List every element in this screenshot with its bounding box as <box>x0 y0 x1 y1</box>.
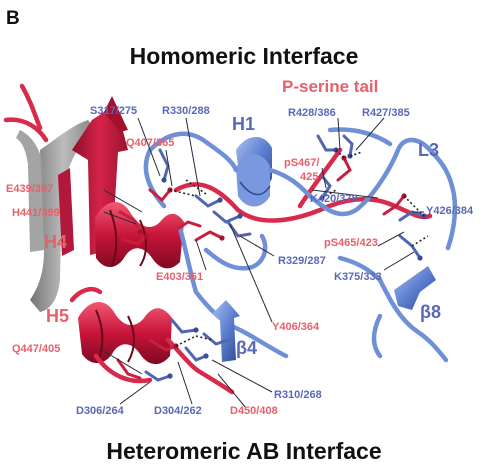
label-h4: H4 <box>44 232 67 252</box>
ribbon-structure <box>3 83 458 395</box>
label-k375-333: K375/333 <box>334 271 382 283</box>
label-beta4: β4 <box>236 338 257 358</box>
label-r427-385: R427/385 <box>362 107 410 119</box>
label-beta8: β8 <box>420 302 441 322</box>
label-q447-405: Q447/405 <box>12 343 60 355</box>
label-d306-264: D306/264 <box>76 405 125 417</box>
label-l3: L3 <box>418 140 439 160</box>
label-d450-408: D450/408 <box>230 405 278 417</box>
label-h441-399: H441/399 <box>12 207 60 219</box>
label-ps467-line2: 425 <box>300 171 318 183</box>
label-r329-287: R329/287 <box>278 255 326 267</box>
label-y406-364: Y406/364 <box>272 321 320 333</box>
label-r310-268: R310/268 <box>274 389 322 401</box>
label-p-serine-tail: P-serine tail <box>282 77 378 96</box>
panel-letter: B <box>6 8 20 29</box>
label-ps467-line1: pS467/ <box>284 157 319 169</box>
label-k420-378: K420/378 <box>310 193 358 205</box>
label-h1: H1 <box>232 114 255 134</box>
label-ps465-423: pS465/423 <box>324 237 378 249</box>
title-heteromeric: Heteromeric AB Interface <box>106 438 381 464</box>
label-r428-386: R428/386 <box>288 107 336 119</box>
leader-lines <box>101 117 424 409</box>
label-e439-397: E439/397 <box>6 183 53 195</box>
label-q407-365: Q407/365 <box>126 137 174 149</box>
label-h5: H5 <box>46 306 69 326</box>
label-d304-262: D304/262 <box>154 405 202 417</box>
title-homomeric: Homomeric Interface <box>130 43 359 69</box>
label-e403-361: E403/361 <box>156 271 203 283</box>
label-r330-288: R330/288 <box>162 105 210 117</box>
label-y426-384: Y426/384 <box>426 205 474 217</box>
label-s317-275: S317/275 <box>90 105 137 117</box>
